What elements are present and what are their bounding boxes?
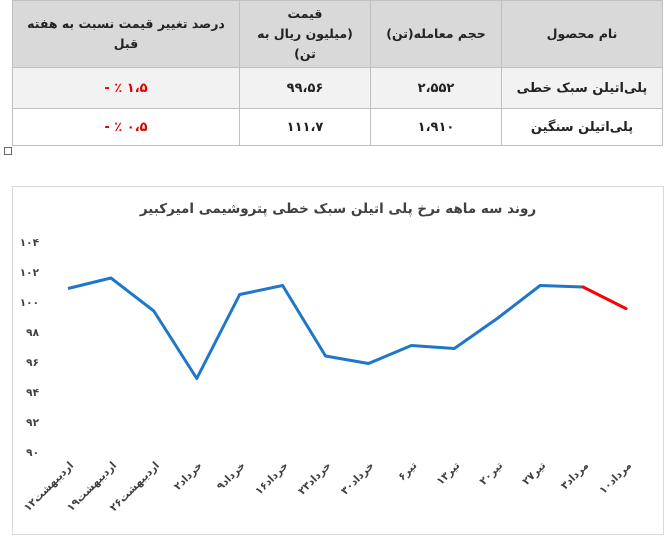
- x-tick-label: ۹خرداد: [215, 460, 248, 493]
- x-tick-label: ۱۶خرداد: [253, 460, 291, 498]
- y-tick-label: ۹۸: [26, 327, 39, 339]
- y-tick-label: ۱۰۰: [20, 297, 39, 309]
- x-tick-label: ۶تیر: [396, 460, 420, 484]
- x-tick-label: ۲۰تیر: [477, 460, 505, 488]
- row-volume: ۱،۹۱۰: [370, 108, 502, 146]
- table-header-row: نام محصول حجم معامله(تن) قیمت (میلیون ری…: [12, 0, 663, 68]
- y-tick-label: ۱۰۴: [20, 237, 40, 249]
- table-resize-handle[interactable]: [4, 147, 12, 155]
- x-tick-label: ۲۷تیر: [520, 460, 548, 488]
- header-price-title: قیمت: [287, 6, 323, 21]
- table-row: پلی‌اتیلن سنگین ۱،۹۱۰ ۱۱۱،۷ ۰،۵ ٪ -: [12, 108, 663, 146]
- x-tick-label: ۳۰خرداد: [339, 460, 377, 498]
- y-tick-label: ۹۲: [26, 417, 39, 429]
- row-price: ۱۱۱،۷: [239, 108, 371, 146]
- latest-change-segment: [581, 285, 628, 311]
- header-price-unit: (میلیون ریال به تن): [257, 26, 353, 61]
- y-tick-label: ۱۰۲: [20, 267, 40, 279]
- row-change: ۰،۵ ٪ -: [12, 108, 240, 146]
- line-chart: ۹۰۹۲۹۴۹۶۹۸۱۰۰۱۰۲۱۰۴۱۲اردیبهشت۱۹اردیبهشت۲…: [20, 237, 634, 514]
- y-tick-label: ۹۴: [26, 387, 39, 399]
- x-tick-label: ۱۳تیر: [434, 460, 462, 488]
- header-price: قیمت (میلیون ریال به تن): [239, 0, 371, 68]
- x-tick-label: ۲خرداد: [172, 460, 205, 493]
- y-tick-label: ۹۶: [26, 357, 39, 369]
- table-row: پلی‌اتیلن سبک خطی ۲،۵۵۲ ۹۹،۵۶ ۱،۵ ٪ -: [12, 67, 663, 109]
- row-change: ۱،۵ ٪ -: [12, 67, 240, 109]
- x-tick-label: ۱۰مرداد: [597, 460, 634, 497]
- row-volume: ۲،۵۵۲: [370, 67, 502, 109]
- price-table: نام محصول حجم معامله(تن) قیمت (میلیون ری…: [12, 0, 663, 146]
- header-change: درصد تغییر قیمت نسبت به هفته قبل: [12, 0, 240, 68]
- chart-title: روند سه ماهه نرخ پلی اتیلن سبک خطی پتروش…: [139, 201, 537, 217]
- header-volume: حجم معامله(تن): [370, 0, 502, 68]
- series-line: [67, 276, 584, 380]
- row-product: پلی‌اتیلن سبک خطی: [501, 67, 663, 109]
- header-product: نام محصول: [501, 0, 663, 68]
- x-tick-label: ۲۳خرداد: [296, 460, 334, 498]
- row-product: پلی‌اتیلن سنگین: [501, 108, 663, 146]
- x-tick-label: ۳مرداد: [559, 460, 591, 492]
- y-tick-label: ۹۰: [26, 447, 39, 459]
- row-price: ۹۹،۵۶: [239, 67, 371, 109]
- chart-container: روند سه ماهه نرخ پلی اتیلن سبک خطی پتروش…: [12, 186, 664, 535]
